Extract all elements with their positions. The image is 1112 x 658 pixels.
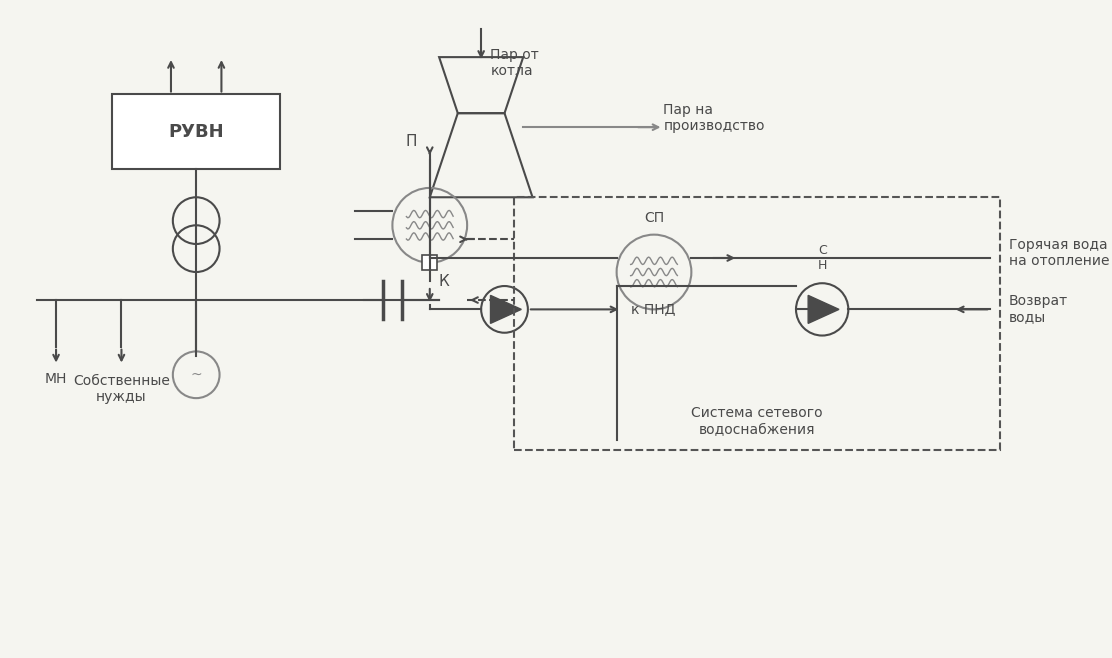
Text: Система сетевого
водоснабжения: Система сетевого водоснабжения [691, 407, 823, 437]
Text: МН: МН [44, 372, 67, 386]
Text: Пар на
производство: Пар на производство [664, 103, 765, 133]
Text: Горячая вода
на отопление: Горячая вода на отопление [1009, 238, 1110, 268]
Text: Собственные
нужды: Собственные нужды [73, 374, 170, 404]
Bar [514, 197, 1000, 449]
Bar [423, 255, 437, 270]
Polygon shape [490, 295, 522, 323]
Text: РУВН: РУВН [168, 123, 224, 141]
Text: К: К [438, 274, 449, 289]
Bar [112, 95, 280, 169]
Text: ~: ~ [190, 368, 202, 382]
Text: Пар от
котла: Пар от котла [490, 48, 539, 78]
Text: С
Н: С Н [817, 244, 827, 272]
Polygon shape [808, 295, 838, 323]
Text: П: П [406, 134, 417, 149]
Text: СП: СП [644, 211, 664, 225]
Text: к ПНД: к ПНД [631, 303, 675, 316]
Text: Возврат
воды: Возврат воды [1009, 294, 1069, 324]
